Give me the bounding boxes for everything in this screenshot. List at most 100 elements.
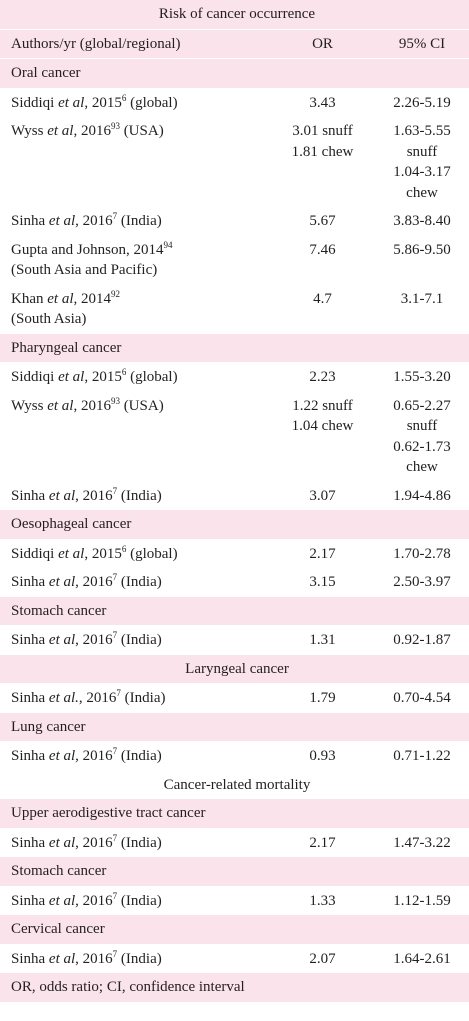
- or-value: 3.43: [309, 94, 336, 111]
- ci-cell: 1.63-5.55 snuff 1.04-3.17 chew: [375, 117, 469, 207]
- year: , 2016: [75, 213, 113, 229]
- section-row: Stomach cancer: [0, 596, 469, 626]
- ci-cell: 1.70-2.78: [375, 539, 469, 568]
- ci-value: 2.50-3.97: [393, 574, 451, 590]
- et-al: et al: [47, 290, 74, 307]
- region: (India): [117, 950, 162, 967]
- or-value: 2.07: [309, 950, 336, 967]
- year: , 2016: [73, 123, 111, 139]
- author-cell: Khan et al, 201492 (South Asia): [0, 284, 270, 334]
- or-cell: 5.67: [270, 207, 375, 236]
- year: , 2015: [84, 94, 122, 111]
- et-al: et al: [58, 369, 85, 385]
- section-label: Oesophageal cancer: [0, 510, 469, 540]
- reference: 6: [121, 367, 127, 377]
- author-cell: Wyss et al, 201693 (USA): [0, 391, 270, 482]
- year: , 2016: [75, 950, 113, 967]
- ci-cell: 1.47-3.22: [375, 828, 469, 857]
- region: (India): [117, 213, 162, 229]
- or-cell: 1.33: [270, 886, 375, 915]
- or-value: 1.31: [309, 632, 336, 648]
- or-value: 2.17: [309, 834, 336, 851]
- et-al: et al: [58, 94, 85, 111]
- et-al: et al: [47, 397, 74, 414]
- section-label: Oral cancer: [0, 58, 469, 89]
- section-label: Lung cancer: [0, 712, 469, 742]
- section-label: Pharyngeal cancer: [0, 333, 469, 363]
- year: , 2015: [84, 369, 122, 385]
- region: (India): [117, 892, 162, 909]
- data-row: Sinha et al, 20167 (India) 2.07 1.64-2.61: [0, 944, 469, 973]
- ci-cell: 1.94-4.86: [375, 481, 469, 510]
- header-cell: Authors/yr (global/regional): [0, 29, 270, 59]
- ci-cell: 1.55-3.20: [375, 362, 469, 392]
- year: , 2016: [78, 690, 117, 706]
- author-cell: Sinha et al, 20167 (India): [0, 568, 270, 597]
- ci-cell: 0.92-1.87: [375, 625, 469, 655]
- author-cell: Sinha et al., 20167 (India): [0, 683, 270, 713]
- section-row: Laryngeal cancer: [0, 654, 469, 684]
- et-al: et al: [47, 123, 74, 139]
- year: , 2016: [75, 574, 113, 590]
- or-cell: 1.79: [270, 683, 375, 713]
- or-value: 1.22 snuff: [292, 397, 353, 414]
- region: (India): [117, 748, 162, 764]
- data-row: Sinha et al, 20167 (India) 2.17 1.47-3.22: [0, 828, 469, 857]
- year: , 2016: [75, 834, 113, 851]
- ci-value: 1.64-2.61: [393, 950, 451, 967]
- author-name: Sinha: [11, 892, 49, 909]
- reference: 7: [112, 948, 118, 959]
- reference: 92: [111, 288, 120, 299]
- data-row: Sinha et al, 20167 (India) 1.33 1.12-1.59: [0, 886, 469, 915]
- data-row: Sinha et al, 20167 (India) 3.07 1.94-4.86: [0, 481, 469, 510]
- footnote-row: OR, odds ratio; CI, confidence interval: [0, 973, 469, 1002]
- or-value: 1.04 chew: [291, 418, 354, 434]
- or-cell: 3.15: [270, 568, 375, 597]
- ci-cell: 3.1-7.1: [375, 284, 469, 334]
- author-name: Sinha: [11, 574, 49, 590]
- reference: 7: [112, 746, 118, 756]
- reference: 93: [110, 121, 120, 131]
- region: (India): [117, 632, 162, 648]
- ci-cell: 0.70-4.54: [375, 683, 469, 713]
- ci-cell: 0.65-2.27 snuff 0.62-1.73 chew: [375, 391, 469, 482]
- author-name: Wyss: [11, 123, 48, 139]
- or-cell: 3.01 snuff 1.81 chew: [270, 117, 375, 207]
- region: (global): [126, 369, 178, 385]
- or-value: 7.46: [309, 241, 336, 258]
- ci-value: 0.62-1.73 chew: [393, 438, 451, 476]
- year: , 2016: [75, 632, 113, 648]
- author-name: Sinha: [11, 748, 49, 764]
- et-al: et al: [48, 892, 76, 909]
- author-name: Gupta and Johnson, 2014: [11, 241, 164, 258]
- section-row: Pharyngeal cancer: [0, 333, 469, 363]
- author-cell: Sinha et al, 20167 (India): [0, 481, 270, 510]
- or-cell: 2.07: [270, 944, 375, 973]
- ci-cell: 1.64-2.61: [375, 944, 469, 973]
- et-al: et al: [48, 632, 76, 648]
- ci-value: 0.70-4.54: [393, 690, 451, 706]
- reference: 7: [112, 572, 118, 582]
- year: , 2016: [75, 487, 113, 504]
- or-value: 2.17: [309, 545, 336, 562]
- data-row: Siddiqi et al, 20156 (global) 2.23 1.55-3.…: [0, 362, 469, 392]
- et-al: et al: [48, 574, 76, 590]
- ci-cell: 1.12-1.59: [375, 886, 469, 915]
- or-cell: 7.46: [270, 235, 375, 285]
- author-cell: Wyss et al, 201693 (USA): [0, 117, 270, 207]
- section-label: Cancer-related mortality: [0, 770, 469, 799]
- ci-value: 3.83-8.40: [393, 213, 451, 229]
- author-cell: Sinha et al, 20167 (India): [0, 944, 270, 973]
- or-cell: 2.17: [270, 539, 375, 568]
- region: (USA): [119, 397, 164, 414]
- section-label: Laryngeal cancer: [0, 654, 469, 684]
- region: (global): [126, 545, 178, 562]
- section-row: Stomach cancer: [0, 857, 469, 887]
- author-cell: Gupta and Johnson, 201494 (South Asia and…: [0, 235, 270, 285]
- data-row: Gupta and Johnson, 201494 (South Asia and…: [0, 235, 469, 285]
- section-label: Upper aerodigestive tract cancer: [0, 799, 469, 829]
- ci-cell: 2.26-5.19: [375, 88, 469, 117]
- or-value: 3.07: [309, 487, 336, 504]
- data-row: Wyss et al, 201693 (USA) 1.22 snuff 1.04 c…: [0, 391, 469, 482]
- reference: 6: [121, 543, 127, 554]
